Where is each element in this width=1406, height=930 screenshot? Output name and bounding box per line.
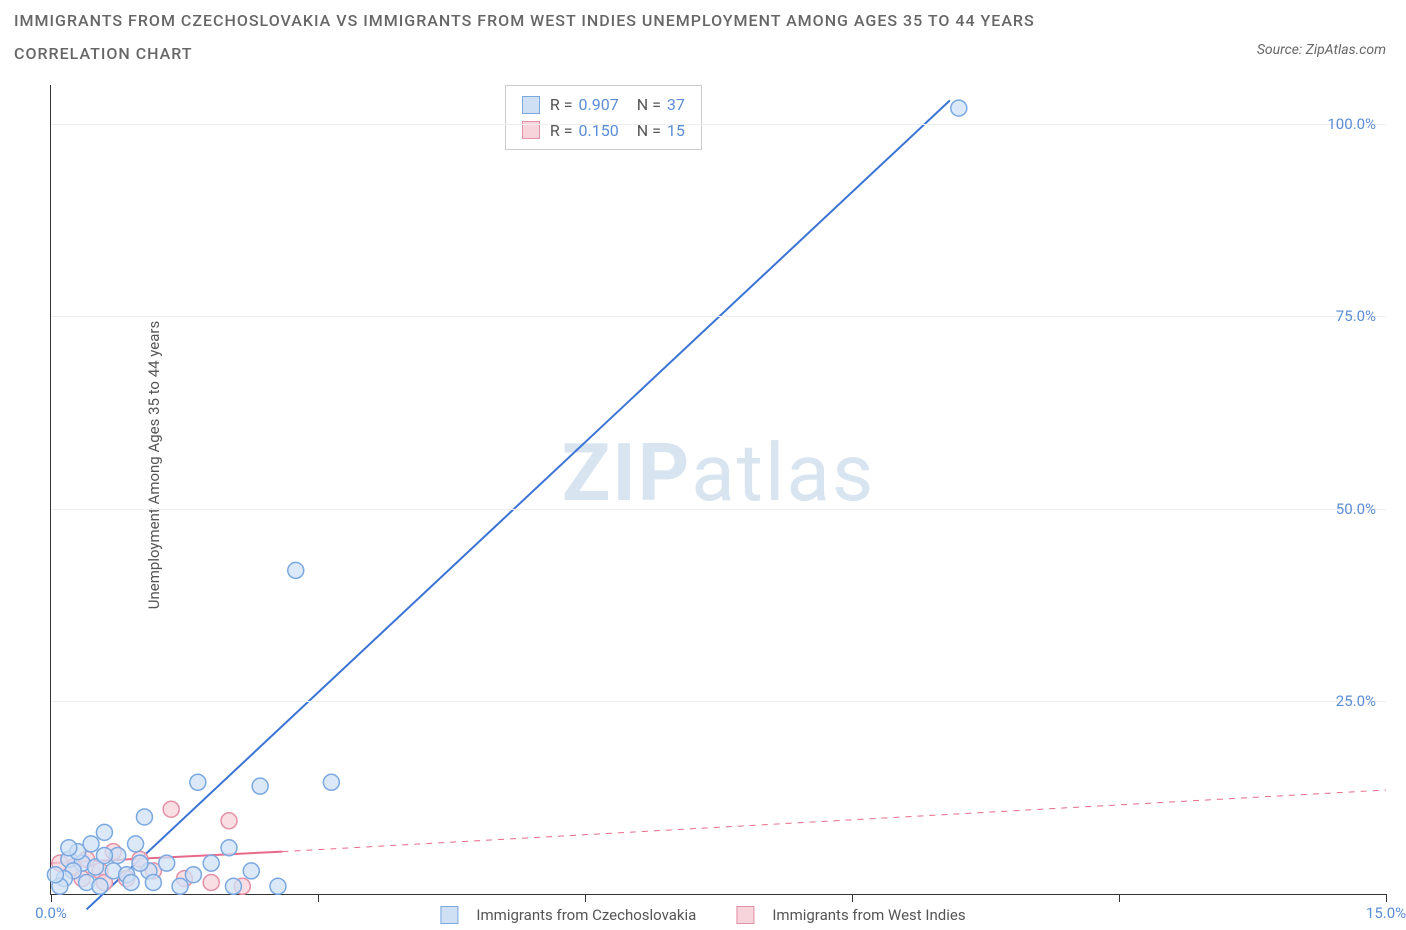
x-tick-label: 15.0% bbox=[1366, 904, 1406, 922]
bottom-legend: Immigrants from Czechoslovakia Immigrant… bbox=[440, 906, 965, 924]
y-tick-label: 100.0% bbox=[1327, 115, 1376, 133]
legend-item-2: Immigrants from West Indies bbox=[736, 906, 965, 924]
gridline bbox=[51, 316, 1386, 317]
x-tick bbox=[1119, 894, 1120, 902]
source-attribution: Source: ZipAtlas.com bbox=[1257, 42, 1386, 58]
chart-container: ZIPatlas R = 0.907 N = 37 R = 0.150 N = … bbox=[50, 85, 1386, 895]
x-tick bbox=[318, 894, 319, 902]
n-value-2: 15 bbox=[667, 118, 685, 144]
stats-swatch-1 bbox=[522, 96, 540, 114]
stats-row-1: R = 0.907 N = 37 bbox=[522, 92, 685, 118]
legend-swatch-1 bbox=[440, 906, 458, 924]
gridline bbox=[51, 509, 1386, 510]
r-value-2: 0.150 bbox=[579, 118, 619, 144]
gridline bbox=[51, 124, 1386, 125]
x-tick bbox=[1386, 894, 1387, 902]
y-tick-label: 25.0% bbox=[1336, 692, 1376, 710]
legend-label-2: Immigrants from West Indies bbox=[772, 906, 965, 924]
r-label-1: R = bbox=[550, 92, 573, 118]
source-name: ZipAtlas.com bbox=[1306, 42, 1386, 58]
r-value-1: 0.907 bbox=[579, 92, 619, 118]
y-tick-label: 50.0% bbox=[1336, 500, 1376, 518]
chart-subtitle: CORRELATION CHART bbox=[14, 44, 1392, 63]
legend-swatch-2 bbox=[736, 906, 754, 924]
stats-box: R = 0.907 N = 37 R = 0.150 N = 15 bbox=[505, 85, 702, 150]
legend-label-1: Immigrants from Czechoslovakia bbox=[476, 906, 696, 924]
y-tick-label: 75.0% bbox=[1336, 307, 1376, 325]
chart-title: IMMIGRANTS FROM CZECHOSLOVAKIA VS IMMIGR… bbox=[14, 8, 1392, 34]
x-tick bbox=[51, 894, 52, 902]
gridline bbox=[51, 701, 1386, 702]
plot-area bbox=[51, 85, 1386, 894]
title-area: IMMIGRANTS FROM CZECHOSLOVAKIA VS IMMIGR… bbox=[14, 8, 1392, 63]
legend-item-1: Immigrants from Czechoslovakia bbox=[440, 906, 696, 924]
r-label-2: R = bbox=[550, 118, 573, 144]
n-label-2: N = bbox=[637, 118, 661, 144]
x-tick bbox=[852, 894, 853, 902]
n-value-1: 37 bbox=[667, 92, 685, 118]
stats-row-2: R = 0.150 N = 15 bbox=[522, 118, 685, 144]
n-label-1: N = bbox=[637, 92, 661, 118]
source-prefix: Source: bbox=[1257, 42, 1306, 58]
x-tick bbox=[585, 894, 586, 902]
x-tick-label: 0.0% bbox=[35, 904, 67, 922]
